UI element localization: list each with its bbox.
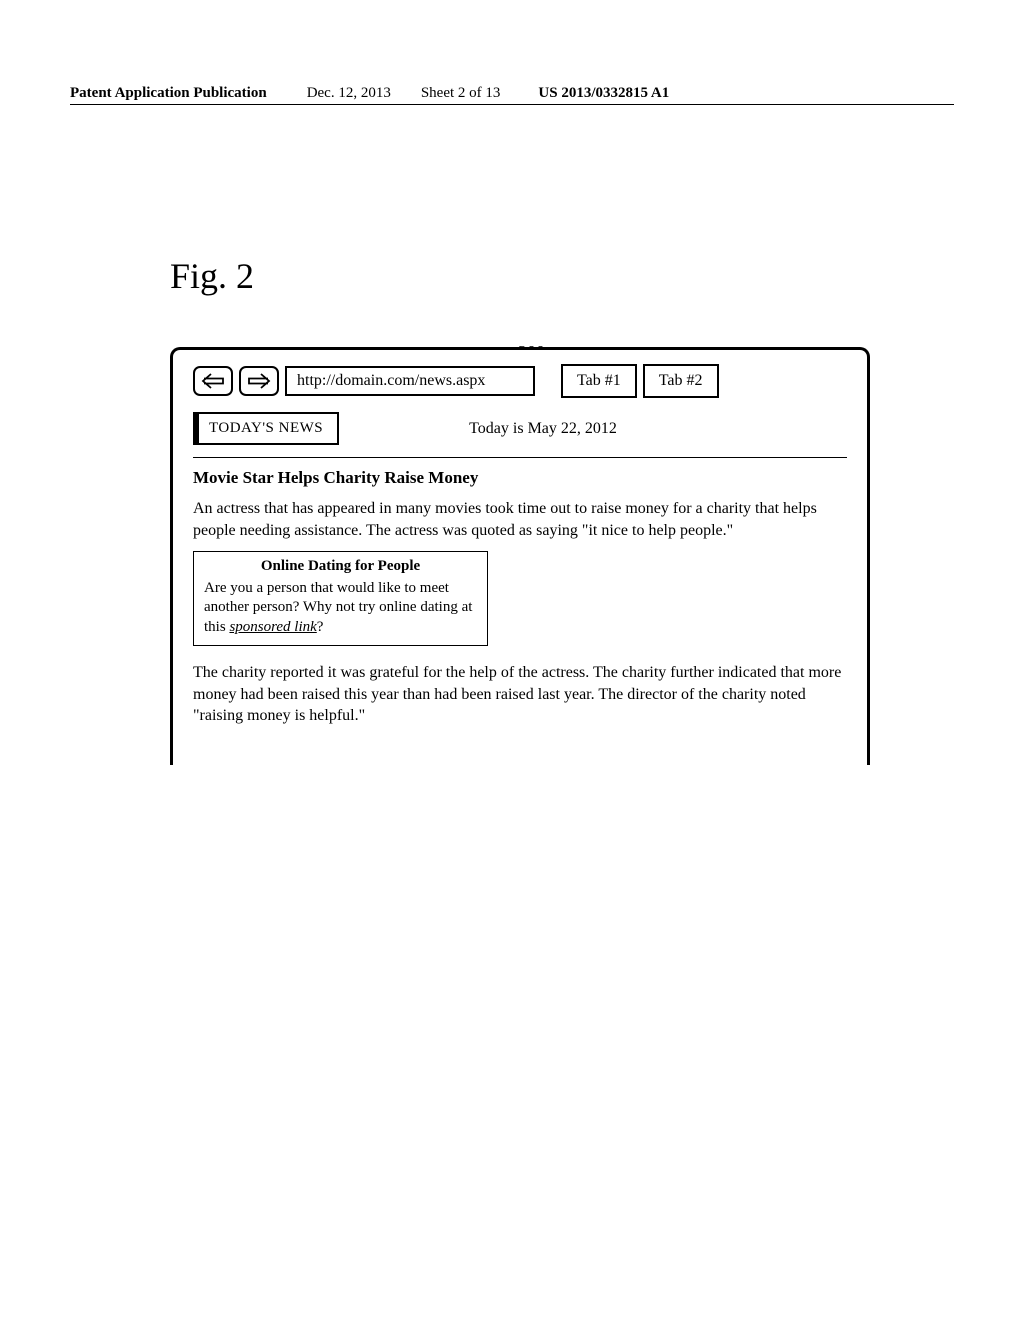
date-text: Today is May 22, 2012 <box>469 420 617 438</box>
page-frame: Patent Application Publication Dec. 12, … <box>0 0 1024 1320</box>
divider-rule <box>193 457 847 458</box>
article-headline: Movie Star Helps Charity Raise Money <box>193 468 847 488</box>
ad-title: Online Dating for People <box>204 557 477 577</box>
publication-date: Dec. 12, 2013 <box>307 85 391 102</box>
publication-number: US 2013/0332815 A1 <box>538 85 669 102</box>
address-bar[interactable]: http://domain.com/news.aspx <box>285 366 535 396</box>
todays-news-badge: TODAY'S NEWS <box>193 412 339 445</box>
figure-label: Fig. 2 <box>170 255 954 297</box>
content-header: TODAY'S NEWS Today is May 22, 2012 <box>193 412 847 445</box>
page-header: Patent Application Publication Dec. 12, … <box>70 85 954 105</box>
publication-type: Patent Application Publication <box>70 85 267 102</box>
tab-2[interactable]: Tab #2 <box>643 364 719 398</box>
tab-1[interactable]: Tab #1 <box>561 364 637 398</box>
figure-wrapper: 200 210 220 230 240 250 260 270 290 280 <box>170 347 854 765</box>
ad-box: Online Dating for People Are you a perso… <box>193 551 488 646</box>
article-paragraph-1: An actress that has appeared in many mov… <box>193 498 847 541</box>
forward-button[interactable] <box>239 366 279 396</box>
arrow-right-icon <box>247 373 271 389</box>
sponsored-link[interactable]: sponsored link <box>229 619 316 635</box>
arrow-left-icon <box>201 373 225 389</box>
back-button[interactable] <box>193 366 233 396</box>
ad-body-b: ? <box>317 619 324 635</box>
browser-toolbar: http://domain.com/news.aspx Tab #1 Tab #… <box>193 364 847 398</box>
browser-window: http://domain.com/news.aspx Tab #1 Tab #… <box>170 347 870 765</box>
article-paragraph-2: The charity reported it was grateful for… <box>193 662 847 727</box>
sheet-count: Sheet 2 of 13 <box>421 85 501 102</box>
